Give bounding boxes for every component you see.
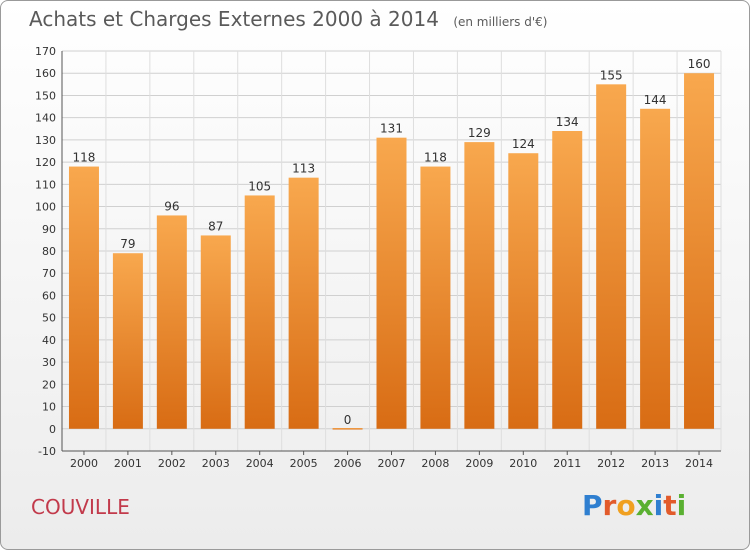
- bar-2013: [640, 108, 671, 429]
- bar-2000: [68, 166, 99, 429]
- y-tick-label: 140: [35, 112, 56, 125]
- y-tick-label: 90: [42, 223, 56, 236]
- bar-2007: [376, 137, 407, 429]
- x-tick-label-2006: 2006: [334, 457, 362, 470]
- x-tick-label-2000: 2000: [70, 457, 98, 470]
- y-tick-label: 100: [35, 201, 56, 214]
- logo-letter: t: [663, 489, 677, 522]
- y-tick-label: 40: [42, 334, 56, 347]
- logo-letter: i: [676, 489, 687, 522]
- bar-2010: [508, 153, 539, 429]
- value-label-2000: 118: [73, 151, 96, 165]
- bar-2001: [112, 253, 143, 429]
- chart-title: Achats et Charges Externes 2000 à 2014 (…: [29, 7, 547, 31]
- y-tick-label: 80: [42, 245, 56, 258]
- bar-2005: [288, 177, 319, 429]
- y-tick-label: 0: [49, 423, 56, 436]
- y-tick-label: 10: [42, 401, 56, 414]
- value-label-2003: 87: [208, 219, 223, 233]
- value-label-2012: 155: [600, 68, 623, 82]
- value-label-2006: 0: [344, 413, 352, 427]
- value-label-2005: 113: [292, 162, 315, 176]
- y-tick-label: 170: [35, 45, 56, 58]
- y-tick-label: 70: [42, 267, 56, 280]
- logo-letter: P: [582, 489, 603, 522]
- x-tick-label-2002: 2002: [158, 457, 186, 470]
- x-tick-label-2007: 2007: [378, 457, 406, 470]
- bars: [68, 73, 715, 430]
- value-label-2009: 129: [468, 126, 491, 140]
- value-label-2013: 144: [644, 93, 667, 107]
- value-label-2002: 96: [164, 199, 179, 213]
- x-tick-label-2009: 2009: [465, 457, 493, 470]
- commune-name: COUVILLE: [31, 495, 130, 519]
- x-tick-label-2014: 2014: [685, 457, 713, 470]
- x-tick-label-2005: 2005: [290, 457, 318, 470]
- logo-letter: o: [616, 489, 636, 522]
- x-tick-label-2013: 2013: [641, 457, 669, 470]
- y-tick-label: 160: [35, 67, 56, 80]
- bar-2011: [552, 131, 583, 429]
- x-tick-label-2010: 2010: [509, 457, 537, 470]
- bar-2006: [332, 428, 363, 430]
- y-tick-label: 60: [42, 289, 56, 302]
- value-label-2014: 160: [688, 57, 711, 71]
- value-label-2004: 105: [248, 179, 271, 193]
- bar-2002: [156, 215, 187, 429]
- logo-letter: r: [602, 489, 617, 522]
- x-tick-label-2004: 2004: [246, 457, 274, 470]
- y-tick-label: 110: [35, 178, 56, 191]
- proxiti-logo: Proxiti: [582, 489, 686, 522]
- x-tick-label-2003: 2003: [202, 457, 230, 470]
- value-labels: 118 79 96 87 105 113 0 131 118 129 124 134 155 144 160: [73, 57, 711, 427]
- logo-letter: x: [635, 489, 654, 522]
- x-tick-label-2008: 2008: [421, 457, 449, 470]
- bar-2012: [596, 84, 627, 429]
- logo-letter: i: [653, 489, 664, 522]
- y-tick-label: 30: [42, 356, 56, 369]
- bar-2009: [464, 142, 495, 429]
- bar-2004: [244, 195, 275, 429]
- x-tick-label-2001: 2001: [114, 457, 142, 470]
- value-label-2008: 118: [424, 151, 447, 165]
- bar-2014: [684, 73, 715, 429]
- value-label-2001: 79: [120, 237, 135, 251]
- value-label-2010: 124: [512, 137, 535, 151]
- y-tick-label: 150: [35, 89, 56, 102]
- bar-2003: [200, 235, 231, 429]
- y-tick-label: 50: [42, 312, 56, 325]
- y-tick-label: -10: [38, 445, 56, 458]
- value-label-2007: 131: [380, 122, 403, 136]
- axes: -10 0 10 20 30 40 50 60 70 80 90 100 110 120 130 140 150…: [35, 45, 721, 470]
- y-tick-label: 130: [35, 134, 56, 147]
- y-tick-label: 20: [42, 378, 56, 391]
- x-tick-label-2011: 2011: [553, 457, 581, 470]
- chart-subtitle: (en milliers d'€): [453, 15, 548, 29]
- value-label-2011: 134: [556, 115, 579, 129]
- x-tick-label-2012: 2012: [597, 457, 625, 470]
- chart-title-text: Achats et Charges Externes 2000 à 2014: [29, 7, 439, 31]
- bar-2008: [420, 166, 451, 429]
- y-tick-label: 120: [35, 156, 56, 169]
